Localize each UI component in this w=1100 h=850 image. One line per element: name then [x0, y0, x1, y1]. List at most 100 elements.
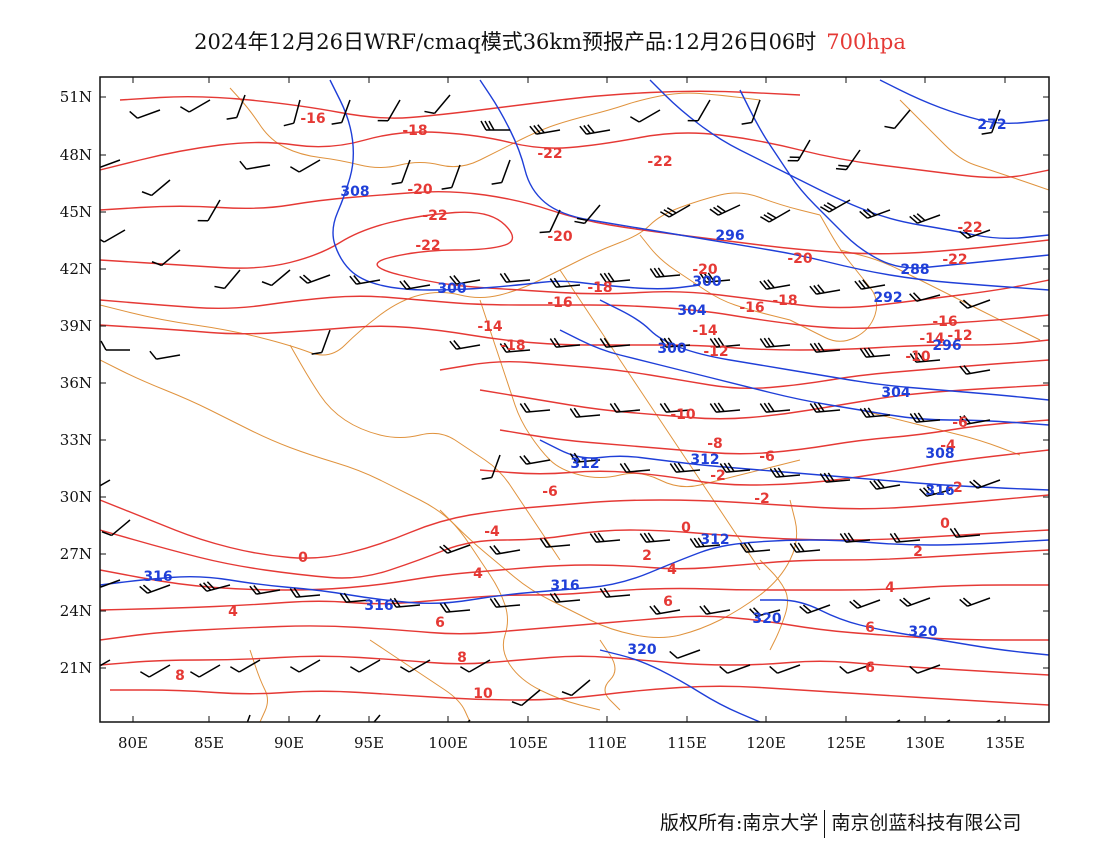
- wind-barb: [449, 340, 481, 350]
- height-label: 308: [340, 184, 369, 200]
- wind-barb: [349, 659, 381, 673]
- barb-feather: [349, 666, 360, 673]
- height-label: 296: [932, 338, 961, 354]
- temperature-label: -22: [647, 154, 672, 170]
- wind-barb: [839, 532, 871, 543]
- barb-shaft: [137, 109, 161, 119]
- wind-barb: [981, 109, 1001, 135]
- height-labels: 308 296 272 288 292 300 300 304 300 296 304 308 312 3…: [143, 117, 1006, 658]
- wind-barb: [959, 299, 991, 309]
- wind-barb: [261, 269, 291, 287]
- barb-shaft: [501, 159, 511, 183]
- wind-barb: [519, 402, 551, 413]
- wind-barb: [787, 139, 811, 162]
- wind-barb: [519, 455, 551, 465]
- wind-barb: [835, 149, 861, 171]
- wind-barb: [889, 532, 921, 543]
- barb-feather: [589, 533, 597, 543]
- barb-feather: [727, 462, 735, 472]
- barb-shaft: [857, 599, 881, 609]
- barb-feather: [699, 273, 707, 283]
- barb-feather: [214, 285, 225, 290]
- y-tick-label: 48N: [60, 146, 92, 164]
- barb-feather: [609, 403, 617, 413]
- barb-shaft: [727, 664, 751, 674]
- wind-barb: [100, 229, 126, 243]
- barb-shaft: [321, 329, 331, 353]
- temperature-isotherm: [100, 211, 1049, 309]
- temperature-label: -4: [484, 524, 500, 540]
- barb-shaft: [867, 209, 891, 219]
- temperature-isotherm: [100, 584, 1049, 611]
- barb-feather: [539, 538, 547, 548]
- wind-barb: [909, 412, 941, 423]
- wind-barb: [311, 329, 331, 355]
- wind-barb: [709, 337, 741, 348]
- wind-barb: [100, 340, 130, 351]
- wind-barb: [639, 532, 671, 543]
- barb-feather: [553, 277, 561, 288]
- barb-feather: [953, 527, 961, 538]
- barb-feather: [399, 280, 407, 290]
- wind-barb: [499, 272, 531, 283]
- barb-feather: [667, 337, 675, 347]
- wind-barb: [549, 277, 581, 288]
- barb-feather: [709, 208, 719, 216]
- barb-feather: [759, 280, 767, 290]
- barb-shaft: [206, 584, 231, 592]
- wind-barb: [459, 659, 491, 673]
- barb-shaft: [967, 597, 991, 607]
- temperature-label: 0: [940, 516, 950, 532]
- barb-feather: [493, 545, 501, 554]
- barb-shaft: [387, 99, 401, 122]
- wind-barb: [789, 542, 821, 553]
- height-label: 300: [692, 274, 721, 290]
- wind-barb: [649, 267, 681, 278]
- x-tick-label: 110E: [587, 734, 627, 752]
- temperature-label: 2: [913, 544, 923, 560]
- height-label: 308: [925, 446, 954, 462]
- temperature-label: 0: [298, 550, 308, 566]
- barb-feather: [453, 340, 461, 349]
- temperature-label: -4: [940, 438, 956, 454]
- temperature-label: -22: [537, 146, 562, 162]
- temperature-isotherm: [100, 494, 1049, 559]
- wind-barb: [741, 99, 761, 125]
- wind-barb: [809, 284, 841, 295]
- barb-shaft: [571, 679, 591, 697]
- barb-feather: [899, 598, 908, 607]
- height-label: 312: [570, 456, 599, 472]
- x-tick-label: 135E: [985, 734, 1025, 752]
- temperature-label: -14: [692, 323, 718, 339]
- barb-feather: [817, 342, 825, 352]
- height-label: 300: [437, 281, 466, 297]
- wind-barb: [307, 714, 321, 722]
- temperature-isotherm: [499, 419, 1049, 455]
- height-label: 320: [908, 624, 937, 640]
- barb-feather: [623, 462, 631, 473]
- height-label: 300: [657, 341, 686, 357]
- barb-feather: [713, 337, 721, 348]
- barb-feather: [867, 347, 875, 357]
- wind-barb: [739, 542, 771, 553]
- wind-barb: [919, 486, 951, 497]
- wind-barb: [399, 280, 431, 290]
- barb-feather: [289, 588, 297, 598]
- barb-feather: [199, 583, 208, 592]
- x-tick-label: 90E: [274, 734, 304, 752]
- barb-feather: [343, 592, 351, 603]
- copyright-left: 版权所有:南京大学: [660, 812, 819, 834]
- barb-feather: [511, 701, 522, 707]
- barb-feather: [719, 665, 728, 674]
- wind-barb: [659, 337, 691, 348]
- barb-feather: [793, 542, 801, 553]
- footer-divider: [824, 810, 826, 838]
- wind-barb: [491, 159, 511, 185]
- height-label: 320: [627, 642, 656, 658]
- wind-barb: [226, 94, 246, 120]
- barb-feather: [838, 164, 849, 168]
- temperature-label: -6: [952, 415, 968, 431]
- barb-feather: [576, 217, 588, 222]
- barb-feather: [90, 580, 98, 590]
- barb-feather: [283, 122, 294, 127]
